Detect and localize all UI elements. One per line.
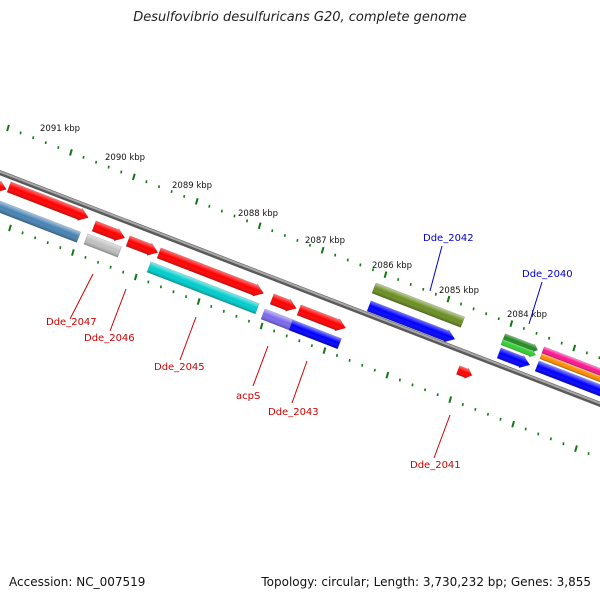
gene-feature-f7[interactable] bbox=[296, 304, 348, 334]
callout-leader bbox=[433, 414, 451, 459]
callout-leader bbox=[528, 281, 543, 325]
gene-feature-r5[interactable] bbox=[288, 319, 342, 350]
gene-arrow-shade bbox=[0, 197, 81, 243]
inner-tick bbox=[322, 347, 327, 354]
callout-leader bbox=[179, 316, 197, 361]
gene-label[interactable]: Dde_2040 bbox=[522, 269, 573, 280]
callout-leader bbox=[429, 245, 443, 292]
gene-feature-f4[interactable] bbox=[125, 235, 161, 259]
gene-arrow-shade bbox=[500, 339, 536, 357]
inner-tick bbox=[385, 371, 390, 379]
gene-feature-f3[interactable] bbox=[91, 220, 127, 244]
gene-arrow-shade bbox=[541, 346, 600, 379]
gene-arrow-shade bbox=[7, 181, 89, 221]
outer-tick bbox=[320, 246, 325, 254]
gene-label[interactable]: Dde_2047 bbox=[46, 317, 97, 328]
gene-label[interactable]: Dde_2043 bbox=[268, 407, 319, 418]
inner-tick-ring bbox=[8, 224, 590, 456]
scale-label: 2084 kbp bbox=[507, 310, 547, 320]
outer-tick bbox=[194, 197, 199, 205]
gene-feature-r7[interactable] bbox=[496, 347, 532, 371]
scale-label: 2090 kbp bbox=[105, 153, 145, 163]
inner-tick bbox=[133, 273, 138, 281]
inner-tick bbox=[196, 298, 201, 305]
outer-tick bbox=[257, 222, 262, 230]
gene-arrow-shade bbox=[535, 360, 600, 400]
inner-tick bbox=[574, 445, 578, 453]
gene-callouts: Dde_2047 Dde_2046 Dde_2045 acpS Dde_2043 Dde_… bbox=[46, 233, 573, 471]
scale-label: 2088 kbp bbox=[238, 209, 278, 219]
outer-tick bbox=[509, 320, 514, 327]
outer-tick bbox=[572, 344, 577, 352]
scale-labels: 2091 kbp 2090 kbp 2089 kbp 2088 kbp 2087 kbp… bbox=[40, 124, 547, 320]
outer-tick bbox=[383, 271, 388, 279]
inner-tick bbox=[448, 396, 453, 404]
gene-arrow-shade bbox=[126, 235, 158, 256]
gene-arrow-shade bbox=[539, 353, 600, 385]
callout-leader bbox=[291, 360, 308, 404]
gene-arrow-shade bbox=[372, 282, 465, 328]
outer-tick bbox=[6, 124, 10, 132]
scale-label: 2085 kbp bbox=[439, 286, 479, 296]
scale-label: 2089 kbp bbox=[172, 181, 212, 191]
genome-summary-text: Topology: circular; Length: 3,730,232 bp… bbox=[261, 575, 591, 589]
gene-label[interactable]: acpS bbox=[236, 391, 260, 402]
callout-leader bbox=[109, 288, 127, 332]
outer-tick bbox=[131, 173, 136, 181]
inner-tick bbox=[511, 420, 515, 428]
gene-feature-f9[interactable] bbox=[371, 282, 465, 328]
gene-arrow-shade bbox=[456, 365, 472, 379]
gene-arrow-shade bbox=[502, 333, 538, 353]
genome-backbone bbox=[0, 170, 600, 407]
gene-feature-r3[interactable] bbox=[146, 261, 260, 315]
gene-arrow-shade bbox=[261, 308, 293, 330]
callout-leader bbox=[69, 273, 94, 320]
gene-arrow-shade bbox=[497, 347, 530, 368]
gene-feature-f8[interactable] bbox=[455, 365, 474, 381]
gene-arrow-shade bbox=[157, 247, 264, 297]
gene-features[interactable] bbox=[0, 174, 600, 401]
gene-label[interactable]: Dde_2046 bbox=[84, 333, 135, 344]
gene-feature-f6[interactable] bbox=[269, 293, 299, 314]
gene-arrow-shade bbox=[270, 293, 297, 312]
outer-tick bbox=[446, 295, 451, 303]
inner-tick bbox=[8, 224, 12, 232]
scale-label: 2091 kbp bbox=[40, 124, 80, 134]
inner-tick bbox=[71, 249, 75, 256]
outer-tick-ring bbox=[6, 124, 600, 360]
gene-label[interactable]: Dde_2042 bbox=[423, 233, 474, 244]
inner-tick bbox=[259, 322, 264, 330]
map-title: Desulfovibrio desulfuricans G20, complet… bbox=[133, 10, 467, 25]
gene-arrow-shade bbox=[92, 220, 125, 241]
gene-feature-f13[interactable] bbox=[539, 352, 600, 386]
gene-arrow-shade bbox=[289, 319, 342, 349]
accession-text: Accession: NC_007519 bbox=[9, 575, 146, 589]
callout-leader bbox=[252, 345, 269, 387]
gene-feature-r8[interactable] bbox=[534, 360, 600, 401]
gene-feature-f5[interactable] bbox=[156, 247, 266, 299]
gene-arrow-shade bbox=[367, 300, 455, 342]
gene-feature-f12[interactable] bbox=[541, 346, 600, 379]
gene-feature-r6[interactable] bbox=[366, 300, 458, 345]
gene-feature-r2[interactable] bbox=[83, 233, 122, 258]
gene-arrow-shade bbox=[84, 233, 122, 258]
scale-label: 2087 kbp bbox=[305, 236, 345, 246]
scale-label: 2086 kbp bbox=[372, 261, 412, 271]
gene-arrow-shade bbox=[147, 261, 260, 314]
gene-feature-r1[interactable] bbox=[0, 197, 81, 243]
gene-feature-r4[interactable] bbox=[260, 308, 294, 331]
gene-feature-f2[interactable] bbox=[6, 181, 91, 224]
gene-arrow-shade bbox=[297, 304, 346, 331]
gene-feature-f1[interactable] bbox=[0, 174, 8, 195]
gene-label[interactable]: Dde_2041 bbox=[410, 460, 461, 471]
gene-label[interactable]: Dde_2045 bbox=[154, 362, 205, 373]
outer-tick bbox=[69, 149, 73, 156]
gene-feature-f11[interactable] bbox=[500, 338, 537, 358]
